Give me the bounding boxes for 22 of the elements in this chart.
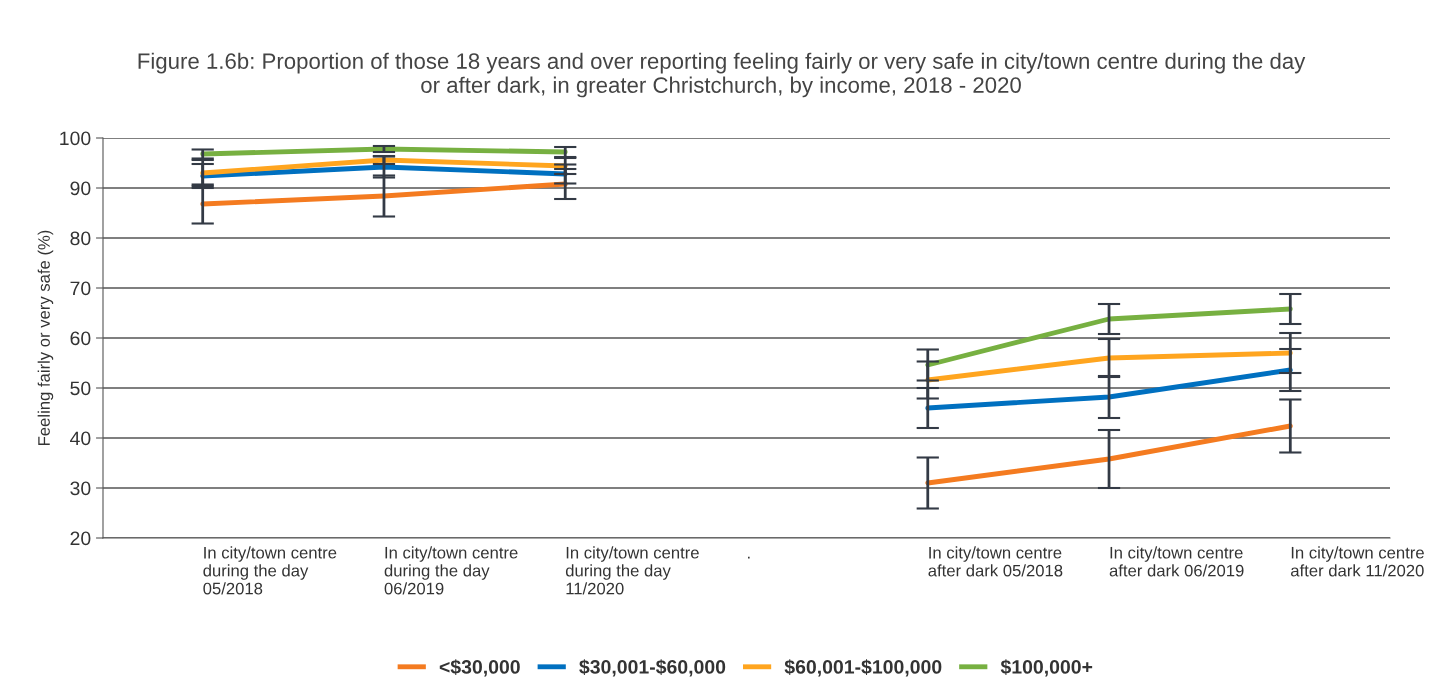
y-tick-label: 60 bbox=[70, 331, 91, 346]
y-tick-label: 40 bbox=[70, 431, 91, 446]
x-tick-label: In city/town centre during the day 06/2019 bbox=[384, 546, 518, 595]
legend-label: $60,001-$100,000 bbox=[784, 659, 942, 677]
x-tick-label: In city/town centre after dark 06/2019 bbox=[1109, 546, 1244, 577]
y-tick-label: 80 bbox=[70, 231, 91, 246]
x-tick-label: In city/town centre during the day 05/2018 bbox=[203, 546, 337, 595]
legend-label: $100,000+ bbox=[1000, 659, 1093, 677]
x-tick-label: In city/town centre after dark 05/2018 bbox=[928, 546, 1063, 577]
y-tick-label: 50 bbox=[70, 381, 91, 396]
y-tick-label: 90 bbox=[70, 181, 91, 196]
chart-title: Figure 1.6b: Proportion of those 18 years and over reporting feeling fairly or very safe in city/town centre during the day or after dark, in greater Christchurch, by income, 2018 - 2020 bbox=[138, 52, 1306, 98]
x-tick-label: In city/town centre after dark 11/2020 bbox=[1291, 546, 1424, 577]
legend-label: $30,001-$60,000 bbox=[579, 659, 726, 677]
legend-label: <$30,000 bbox=[439, 659, 520, 677]
y-axis-title: Feeling fairly or very safe (%) bbox=[37, 230, 54, 445]
x-tick-label: In city/town centre during the day 11/2020 bbox=[565, 546, 699, 595]
x-tick-label: . bbox=[748, 556, 750, 559]
y-tick-label: 30 bbox=[70, 481, 91, 496]
y-tick-label: 70 bbox=[70, 281, 91, 296]
y-tick-label: 20 bbox=[70, 531, 91, 546]
y-tick-label: 100 bbox=[60, 131, 91, 146]
